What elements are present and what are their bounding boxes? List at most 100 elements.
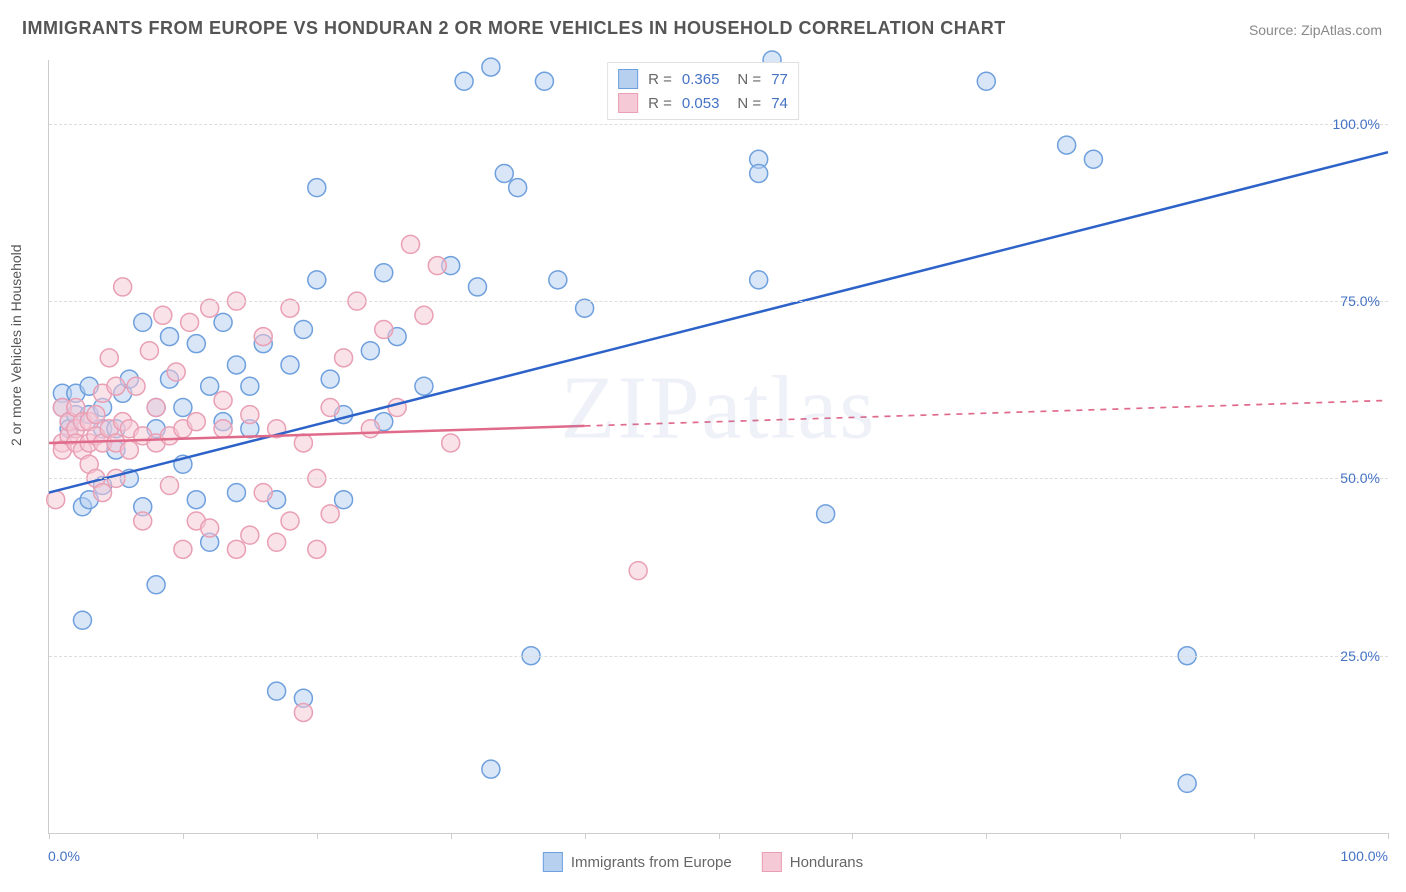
y-tick-label: 50.0% <box>1340 470 1380 486</box>
y-axis-title: 2 or more Vehicles in Household <box>8 244 24 446</box>
data-point <box>201 377 219 395</box>
legend-label: Immigrants from Europe <box>571 854 732 871</box>
x-tick <box>183 833 184 839</box>
legend-n-value: 77 <box>771 71 788 88</box>
data-point <box>294 703 312 721</box>
data-point <box>94 484 112 502</box>
legend-r-value: 0.053 <box>682 95 720 112</box>
data-point <box>375 264 393 282</box>
plot-area: ZIPatlas 25.0%50.0%75.0%100.0% <box>48 60 1388 834</box>
data-point <box>455 72 473 90</box>
data-point <box>335 491 353 509</box>
data-point <box>415 306 433 324</box>
data-point <box>428 257 446 275</box>
data-point <box>127 377 145 395</box>
x-tick <box>1254 833 1255 839</box>
x-tick <box>317 833 318 839</box>
data-point <box>161 328 179 346</box>
data-point <box>140 342 158 360</box>
data-point <box>147 576 165 594</box>
data-point <box>308 540 326 558</box>
data-point <box>227 356 245 374</box>
legend-item: Hondurans <box>762 852 863 872</box>
legend-swatch <box>618 69 638 89</box>
data-point <box>294 434 312 452</box>
data-point <box>750 271 768 289</box>
x-tick <box>1120 833 1121 839</box>
data-point <box>977 72 995 90</box>
legend-correlation: R =0.365N =77R =0.053N =74 <box>607 62 799 120</box>
chart-title: IMMIGRANTS FROM EUROPE VS HONDURAN 2 OR … <box>22 18 1006 39</box>
data-point <box>214 391 232 409</box>
data-point <box>254 484 272 502</box>
data-point <box>187 491 205 509</box>
data-point <box>227 540 245 558</box>
data-point <box>468 278 486 296</box>
data-point <box>241 406 259 424</box>
legend-row: R =0.365N =77 <box>618 67 788 91</box>
legend-row: R =0.053N =74 <box>618 91 788 115</box>
data-point <box>167 363 185 381</box>
x-tick <box>986 833 987 839</box>
data-point <box>174 540 192 558</box>
source-label: Source: ZipAtlas.com <box>1249 22 1382 38</box>
data-point <box>321 398 339 416</box>
data-point <box>174 398 192 416</box>
data-point <box>187 335 205 353</box>
data-point <box>294 320 312 338</box>
data-point <box>268 533 286 551</box>
data-point <box>335 349 353 367</box>
data-point <box>308 179 326 197</box>
data-point <box>107 377 125 395</box>
data-point <box>415 377 433 395</box>
data-point <box>442 434 460 452</box>
data-point <box>114 278 132 296</box>
data-point <box>321 505 339 523</box>
legend-r-label: R = <box>648 71 672 88</box>
x-tick <box>852 833 853 839</box>
data-point <box>308 271 326 289</box>
data-point <box>73 611 91 629</box>
x-tick-min: 0.0% <box>48 848 80 864</box>
legend-swatch <box>762 852 782 872</box>
y-tick-label: 75.0% <box>1340 293 1380 309</box>
data-point <box>241 526 259 544</box>
trendline-dashed <box>585 400 1388 426</box>
data-point <box>100 349 118 367</box>
data-point <box>254 328 272 346</box>
data-point <box>375 320 393 338</box>
data-point <box>509 179 527 197</box>
data-point <box>214 420 232 438</box>
x-tick <box>585 833 586 839</box>
data-point <box>1058 136 1076 154</box>
data-point <box>187 413 205 431</box>
data-point <box>629 562 647 580</box>
legend-r-value: 0.365 <box>682 71 720 88</box>
data-point <box>120 441 138 459</box>
data-point <box>154 306 172 324</box>
data-point <box>321 370 339 388</box>
data-point <box>817 505 835 523</box>
legend-swatch <box>618 93 638 113</box>
legend-swatch <box>543 852 563 872</box>
legend-label: Hondurans <box>790 854 863 871</box>
data-point <box>549 271 567 289</box>
data-point <box>241 377 259 395</box>
x-tick-max: 100.0% <box>1341 848 1388 864</box>
x-tick <box>49 833 50 839</box>
data-point <box>495 164 513 182</box>
legend-item: Immigrants from Europe <box>543 852 732 872</box>
legend-r-label: R = <box>648 95 672 112</box>
x-tick <box>451 833 452 839</box>
gridline <box>49 301 1388 302</box>
scatter-svg <box>49 60 1388 833</box>
y-tick-label: 25.0% <box>1340 648 1380 664</box>
data-point <box>147 398 165 416</box>
gridline <box>49 478 1388 479</box>
data-point <box>388 398 406 416</box>
data-point <box>402 235 420 253</box>
data-point <box>227 484 245 502</box>
data-point <box>750 164 768 182</box>
y-tick-label: 100.0% <box>1333 116 1380 132</box>
data-point <box>181 313 199 331</box>
